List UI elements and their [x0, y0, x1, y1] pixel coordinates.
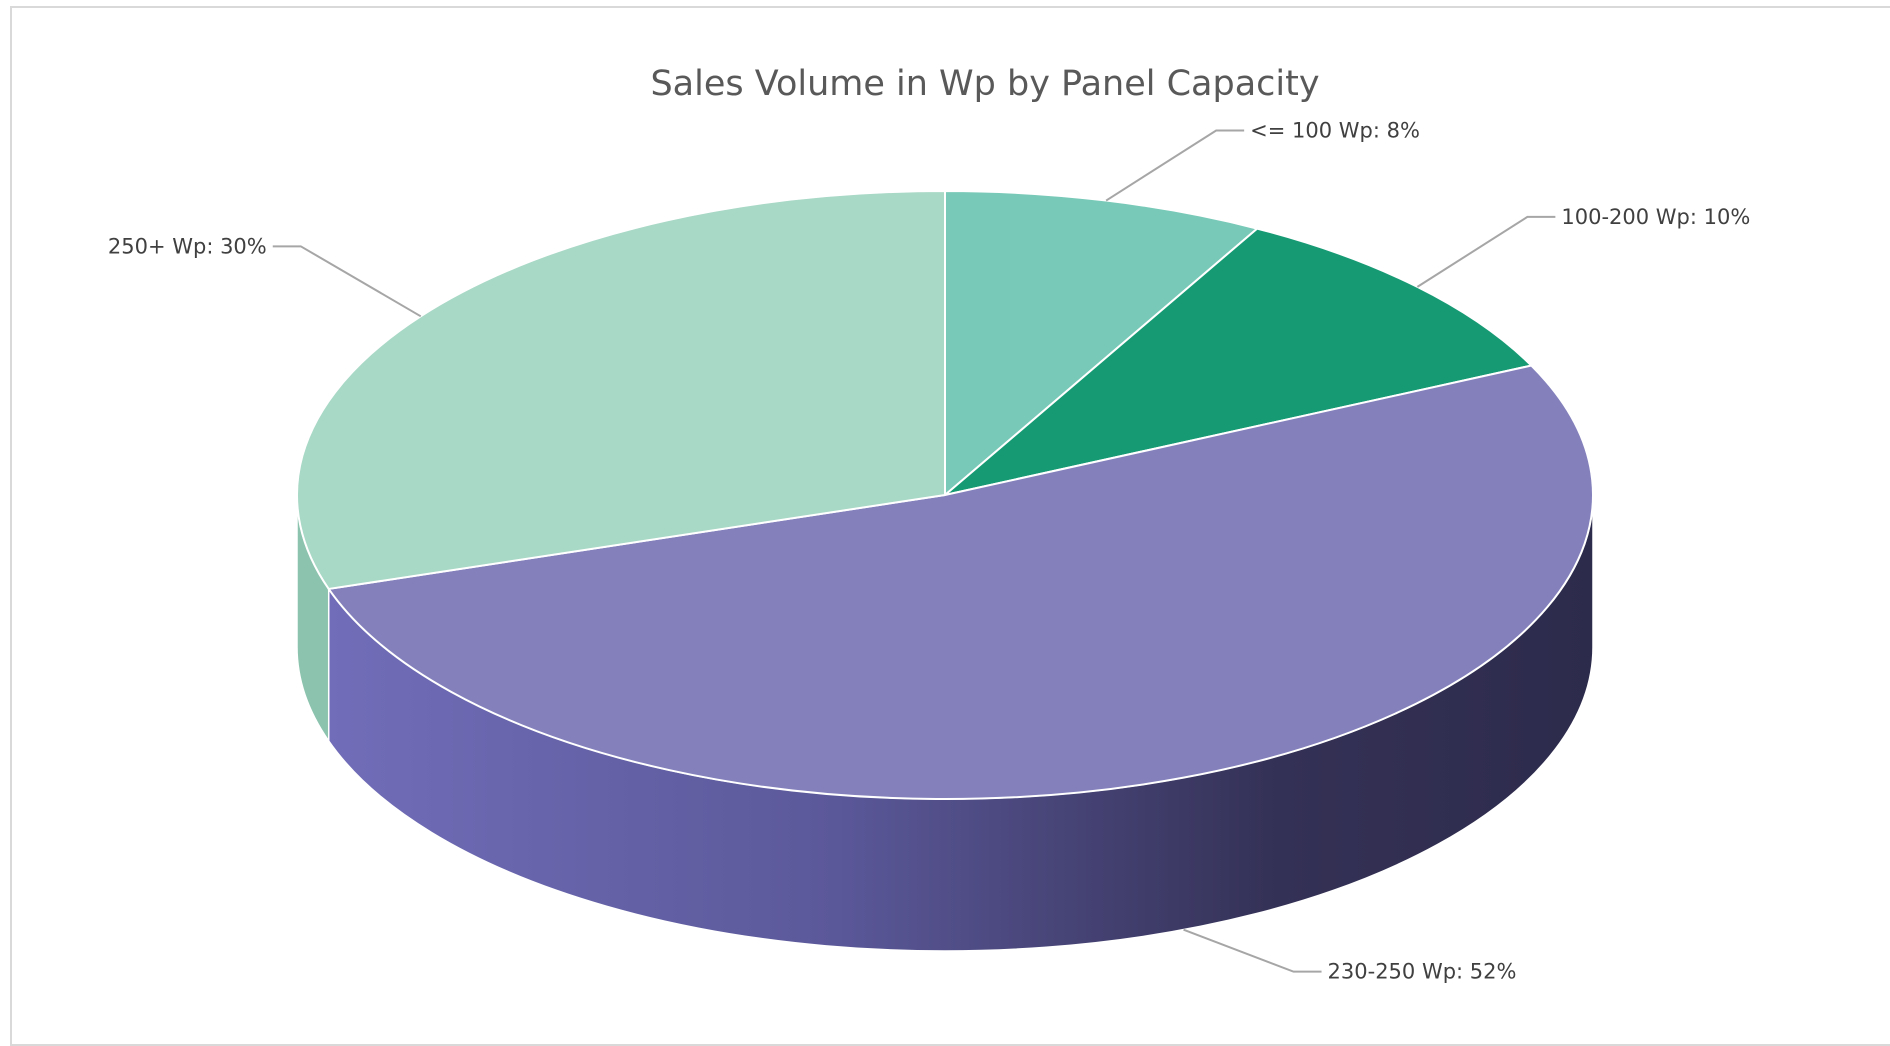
leader-line-100-200-wp: [1416, 215, 1556, 288]
data-label-230-250-wp: 230-250 Wp: 52%: [1328, 960, 1517, 984]
leader-line-230-250-wp: [1183, 928, 1322, 973]
data-labels: <= 100 Wp: 8% 100-200 Wp: 10% 230-250 Wp: …: [108, 119, 1750, 984]
leader-line-250-wp: [272, 245, 422, 318]
data-label-100-wp: <= 100 Wp: 8%: [1250, 119, 1420, 143]
leader-lines: [272, 129, 1556, 973]
data-label-100-200-wp: 100-200 Wp: 10%: [1561, 205, 1750, 229]
chart-title: Sales Volume in Wp by Panel Capacity: [650, 64, 1319, 104]
pie-top-layer: [296, 190, 1594, 800]
data-label-250-wp: 250+ Wp: 30%: [108, 234, 267, 258]
pie-slice-230-250-wp: [327, 364, 1594, 800]
leader-line-100-wp: [1105, 129, 1245, 202]
